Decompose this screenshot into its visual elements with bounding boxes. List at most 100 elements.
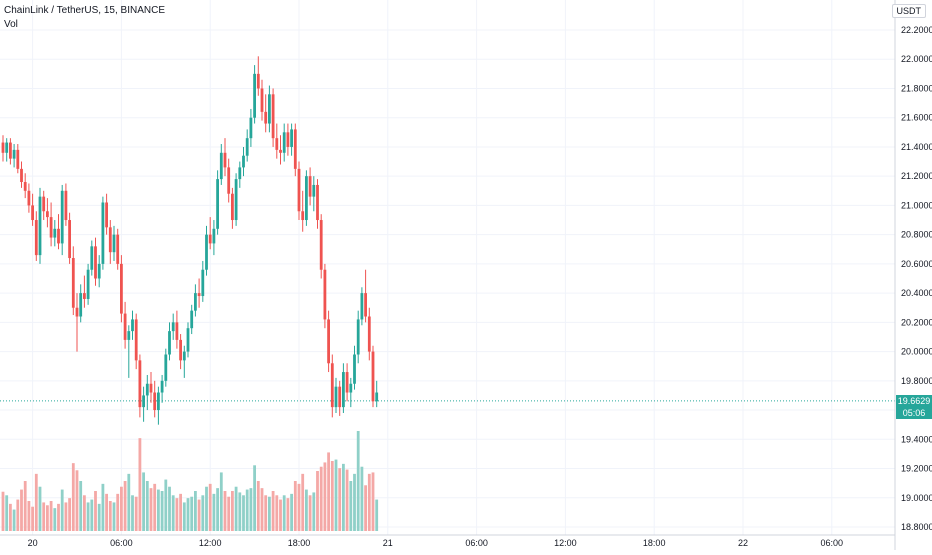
- volume-bar: [31, 506, 34, 531]
- volume-bar: [175, 498, 179, 531]
- volume-bar: [57, 503, 60, 531]
- volume-bar: [367, 473, 371, 531]
- volume-bar: [53, 508, 57, 531]
- candle-body: [5, 142, 9, 153]
- candle-body: [194, 293, 197, 311]
- candle-body: [175, 322, 179, 340]
- candle-body: [134, 319, 138, 361]
- candle-body: [249, 117, 253, 139]
- volume-bar: [286, 498, 290, 531]
- candle-body: [234, 179, 238, 221]
- volume-bar: [157, 489, 160, 531]
- price-tick-label: 20.4000: [901, 288, 932, 298]
- candle-body: [301, 211, 305, 221]
- volume-bar: [208, 483, 212, 531]
- volume-bar: [290, 493, 293, 531]
- candle-body: [231, 193, 234, 221]
- candle-body: [279, 149, 282, 153]
- candle-body: [227, 167, 231, 194]
- volume-bar: [205, 486, 208, 531]
- volume-bar: [112, 502, 116, 531]
- volume-bar: [116, 493, 120, 531]
- volume-bar: [75, 470, 79, 531]
- price-tick-label: 21.2000: [901, 171, 932, 181]
- candle-body: [319, 220, 323, 270]
- volume-bar: [16, 499, 20, 531]
- volume-bar: [105, 493, 108, 531]
- volume-bar: [364, 485, 367, 531]
- candle-body: [46, 211, 49, 218]
- candle-body: [164, 354, 168, 381]
- time-tick-label: 06:00: [465, 538, 488, 548]
- volume-bar: [127, 473, 131, 531]
- candle-body: [68, 220, 71, 259]
- volume-bar: [360, 466, 364, 531]
- candle-body: [375, 392, 379, 402]
- volume-bar: [168, 486, 171, 531]
- candle-body: [108, 227, 112, 253]
- price-tick-label: 19.4000: [901, 434, 932, 444]
- candle-body: [171, 322, 175, 332]
- candle-body: [268, 94, 271, 124]
- candle-body: [160, 380, 164, 393]
- volume-bar: [353, 473, 356, 531]
- volume-bar: [271, 491, 275, 531]
- time-tick-label: 06:00: [110, 538, 133, 548]
- volume-bar: [5, 495, 9, 531]
- candle-body: [142, 395, 145, 408]
- candle-body: [205, 234, 208, 270]
- candle-body: [356, 319, 360, 355]
- candle-body: [367, 316, 371, 352]
- volume-bar: [197, 499, 201, 531]
- last-price-value: 19.6629: [897, 395, 931, 406]
- time-tick-label: 12:00: [554, 538, 577, 548]
- candle-body: [120, 263, 123, 314]
- candle-body: [149, 383, 153, 393]
- volume-bar: [123, 481, 127, 531]
- candle-body: [42, 196, 46, 212]
- volume-bar: [79, 481, 83, 531]
- volume-bar: [38, 486, 42, 531]
- candle-body: [97, 263, 101, 279]
- candle-body: [179, 339, 182, 361]
- candle-body: [201, 269, 205, 297]
- symbol-title[interactable]: ChainLink / TetherUS, 15, BINANCE: [4, 5, 166, 16]
- time-tick-label: 06:00: [821, 538, 844, 548]
- price-tick-label: 20.8000: [901, 230, 932, 240]
- candle-body: [330, 363, 334, 408]
- volume-bar: [164, 479, 168, 531]
- candle-body: [123, 313, 127, 340]
- volume-bar: [83, 495, 86, 531]
- currency-button[interactable]: USDT: [891, 4, 926, 18]
- candle-body: [353, 354, 356, 384]
- candle-body: [12, 149, 16, 159]
- candle-body: [23, 182, 27, 191]
- candle-body: [57, 228, 60, 244]
- candle-body: [53, 228, 57, 238]
- time-tick-label: 22: [738, 538, 748, 548]
- volume-bar: [12, 509, 16, 531]
- volume-label[interactable]: Vol: [4, 19, 18, 30]
- volume-bar: [327, 452, 330, 531]
- volume-bar: [375, 499, 379, 531]
- volume-bar: [312, 492, 316, 531]
- volume-bar: [345, 469, 349, 531]
- candle-body: [308, 176, 312, 197]
- volume-bar: [46, 505, 49, 531]
- volume-bar: [194, 491, 197, 531]
- volume-bar: [297, 483, 301, 531]
- candle-body: [86, 269, 90, 299]
- candle-body: [34, 220, 38, 256]
- chart-legend: ChainLink / TetherUS, 15, BINANCE Vol: [4, 4, 165, 32]
- volume-bar: [212, 493, 216, 531]
- candle-body: [275, 138, 279, 150]
- candle-body: [349, 383, 353, 393]
- volume-bar: [23, 481, 27, 531]
- volume-bar: [145, 481, 149, 531]
- volume-bar: [34, 473, 38, 531]
- time-tick-label: 18:00: [643, 538, 666, 548]
- candle-body: [27, 190, 31, 206]
- candle-body: [216, 179, 219, 229]
